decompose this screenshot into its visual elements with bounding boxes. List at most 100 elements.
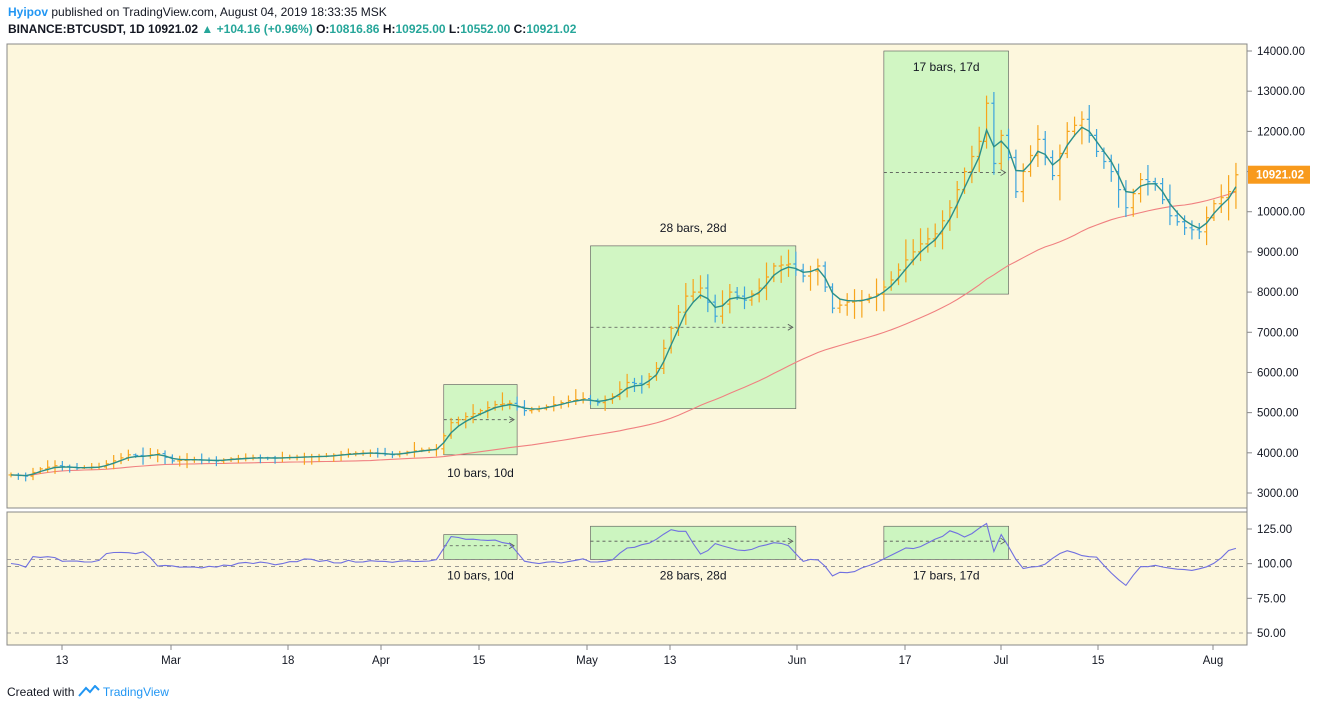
osc-range-arrowhead-1 [508,542,515,550]
ohlc-bar [1013,149,1019,199]
ohlc-bar [1182,215,1188,235]
time-tick-label: Jun [788,655,807,667]
ohlc-bar [441,433,447,454]
low-label: L: [448,22,461,36]
ohlc-bar [455,416,461,427]
price-tick-label: 4000.00 [1257,448,1299,460]
ohlc-bar [749,290,755,306]
tradingview-logo-icon[interactable] [77,684,103,699]
osc-range-label-1: 10 bars, 10d [447,569,514,583]
ohlc-bar [1145,165,1151,196]
osc-range-arrowhead-2 [787,537,794,545]
author-name[interactable]: Hyipov [8,5,49,19]
ohlc-bar [1196,222,1202,240]
price-tick-label: 12000.00 [1257,126,1305,138]
osc-tick-label: 100.00 [1257,559,1292,571]
high-value: 10925.00 [395,22,446,36]
ohlc-bar [1006,128,1012,161]
ohlc-bar [1233,162,1239,209]
time-tick-label: 17 [899,655,912,667]
ohlc-bar [932,223,938,248]
price-tick-label: 14000.00 [1257,46,1305,58]
low-value: 10552.00 [460,22,511,36]
ohlc-bar [470,404,476,424]
open-value: 10816.86 [329,22,380,36]
ohlc-bar [764,262,770,301]
ohlc-bar [837,298,843,314]
price-tick-label: 3000.00 [1257,488,1299,500]
ohlc-bar [998,129,1004,170]
ohlc-bar [712,294,718,323]
ohlc-bar [991,92,997,175]
ohlc-bar [1072,116,1078,137]
range-arrowhead-2 [787,323,794,331]
last-price-tag-label: 10921.02 [1256,170,1304,182]
ohlc-bar [1211,199,1217,221]
time-tick-label: 13 [56,655,69,667]
up-triangle-icon: ▲ [201,22,214,36]
ohlc-bar [778,255,784,283]
osc-range-label-3: 17 bars, 17d [913,569,980,583]
time-tick-label: 13 [664,655,677,667]
time-tick-label: 15 [1092,655,1105,667]
time-tick-label: Aug [1203,655,1223,667]
price-tick-label: 6000.00 [1257,367,1299,379]
osc-tick-label: 75.00 [1257,593,1286,605]
price-tick-label: 10000.00 [1257,207,1305,219]
ohlc-bar [690,278,696,303]
high-label: H: [382,22,396,36]
symbol-label: BINANCE:BTCUSDT, 1D [8,22,145,36]
ohlc-bar [1064,122,1070,159]
osc-range-label-2: 28 bars, 28d [660,569,727,583]
ohlc-bar [1218,184,1224,213]
osc-range-box-1 [443,534,518,560]
published-text: published on TradingView.com, August 04,… [51,5,387,19]
ohlc-bar [822,261,828,293]
ohlc-bar [800,263,806,283]
last-price: 10921.02 [148,22,199,36]
price-tick-label: 13000.00 [1257,86,1305,98]
ohlc-bar [1204,206,1210,246]
range-label-1: 10 bars, 10d [447,466,514,480]
ohlc-bar [661,339,667,375]
ohlc-bar [1094,128,1100,158]
ohlc-bar [1057,144,1063,201]
ohlc-bar [103,460,109,470]
price-tick-label: 8000.00 [1257,287,1299,299]
ohlc-bar [463,412,469,429]
price-tick-label: 9000.00 [1257,247,1299,259]
ohlc-bar [742,286,747,310]
oscillator-line [10,522,1237,587]
price-tick-label: 5000.00 [1257,408,1299,420]
close-value: 10921.02 [526,22,577,36]
time-tick-label: Apr [372,655,390,667]
ohlc-bar [529,406,535,414]
ohlc-bar [786,249,792,277]
sma-line [10,191,1237,477]
ohlc-bar [499,392,505,411]
osc-tick-label: 50.00 [1257,628,1286,640]
ohlc-bar [617,381,623,401]
ohlc-bar [1189,220,1195,240]
tradingview-brand[interactable]: TradingView [102,685,169,699]
ohlc-bar [925,227,931,253]
time-tick-label: 18 [282,655,295,667]
ema-line [10,126,1237,477]
ohlc-bar [815,258,821,286]
range-label-2: 28 bars, 28d [660,221,727,235]
osc-tick-label: 125.00 [1257,524,1292,536]
range-arrowhead-1 [508,416,515,424]
ohlc-bar [1130,188,1136,217]
time-tick-label: 15 [473,655,486,667]
ohlc-bar [1028,145,1034,177]
close-label: C: [513,22,527,36]
time-tick-label: May [576,655,598,667]
last-price-tag [1248,165,1310,184]
ohlc-bar [844,293,850,316]
ohlc-bar [881,280,887,312]
open-label: O: [316,22,330,36]
range-arrowhead-3 [1000,169,1007,176]
time-tick-label: Jul [994,655,1009,667]
time-tick-label: Mar [161,655,181,667]
